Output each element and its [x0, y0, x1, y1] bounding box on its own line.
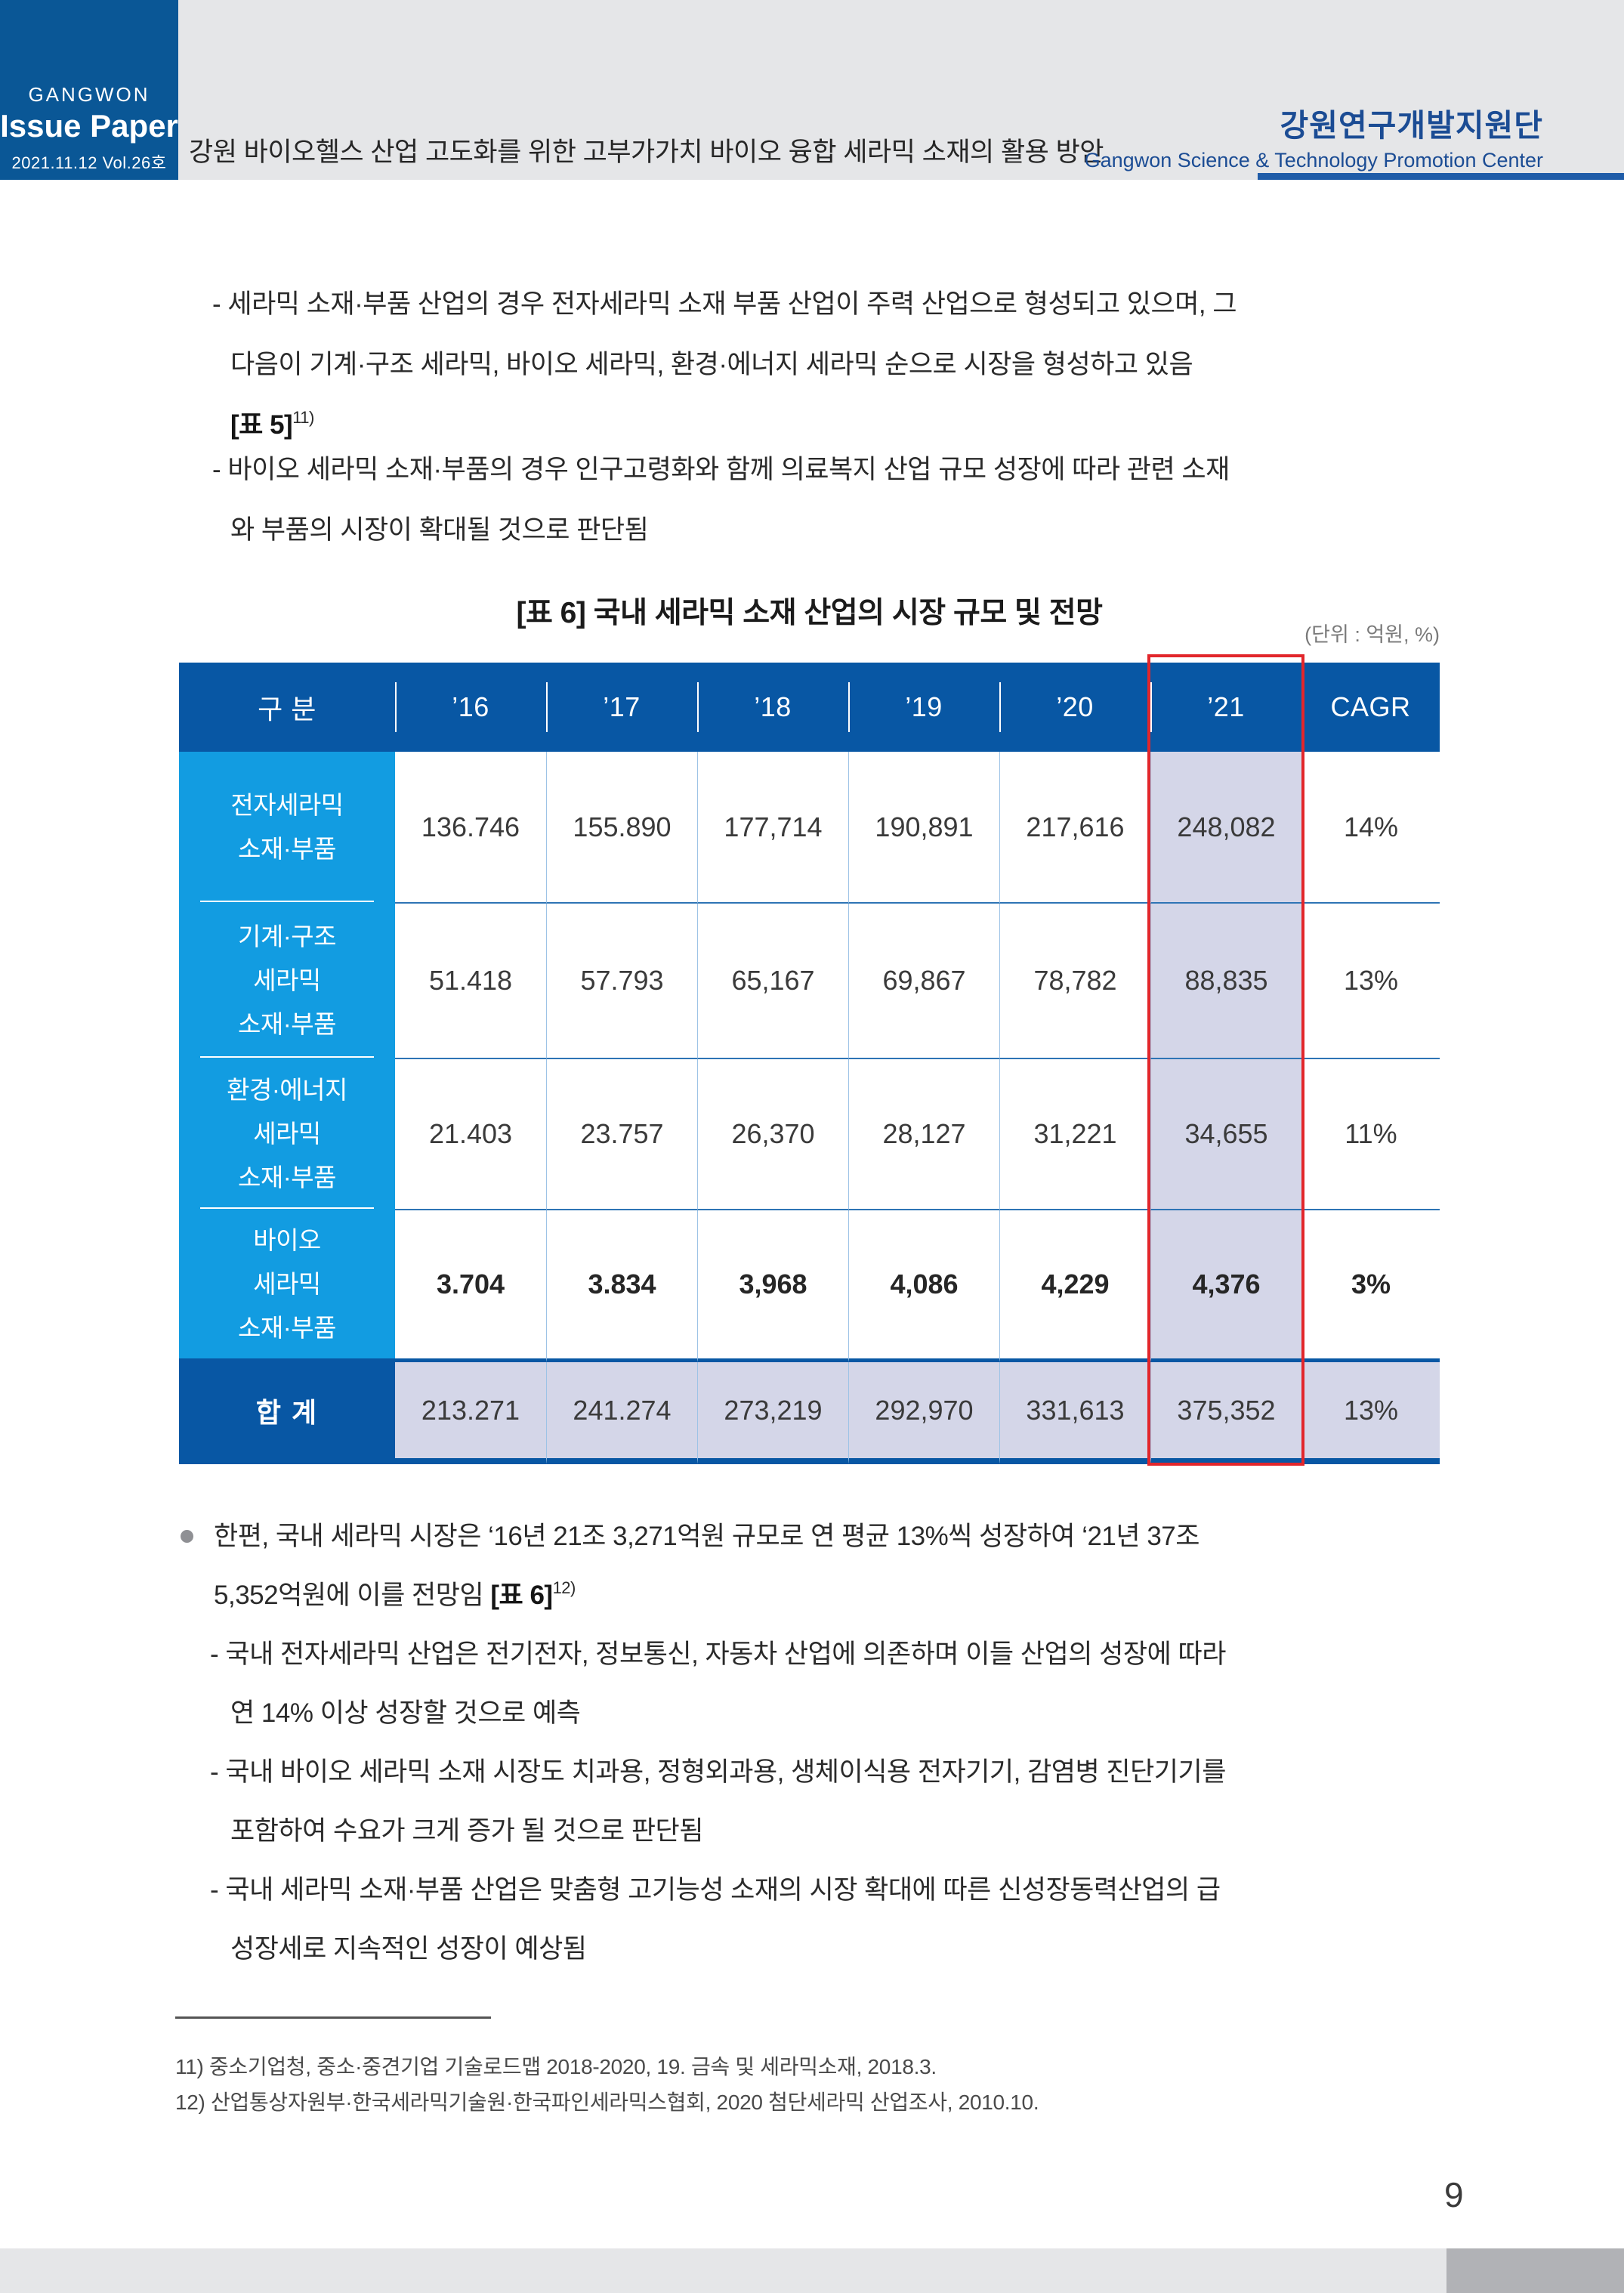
- column-header-20: ’20: [999, 663, 1150, 752]
- cell-cagr: 11%: [1301, 1059, 1440, 1210]
- table-header-row: 구 분 ’16 ’17 ’18 ’19 ’20 ’21 CAGR: [179, 663, 1440, 752]
- cell-value: 3.834: [546, 1210, 697, 1362]
- row-label: 기계·구조 세라믹 소재·부품: [179, 904, 395, 1059]
- table-row-machine-structural-ceramics: 기계·구조 세라믹 소재·부품 51.418 57.793 65,167 69,…: [179, 904, 1440, 1059]
- column-header-category: 구 분: [179, 663, 395, 752]
- cell-value: 217,616: [999, 752, 1150, 904]
- row-label: 바이오 세라믹 소재·부품: [179, 1210, 395, 1362]
- cell-value: 23.757: [546, 1059, 697, 1210]
- footer-strip: [0, 2248, 1624, 2293]
- page-number: 9: [1444, 2175, 1464, 2214]
- document-title: 강원 바이오헬스 산업 고도화를 위한 고부가가치 바이오 융합 세라믹 소재의…: [189, 138, 1104, 167]
- cell-value: 3,968: [697, 1210, 848, 1362]
- footnote-marker-11: 11): [292, 408, 314, 427]
- sub-bullet-2: - 국내 바이오 세라믹 소재 시장도 치과용, 정형외과용, 생체이식용 전자…: [210, 1743, 1439, 1861]
- cell-value: 69,867: [848, 904, 999, 1059]
- bullet-paragraph-2: - 바이오 세라믹 소재·부품의 경우 인구고령화와 함께 의료복지 산업 규모…: [212, 440, 1439, 561]
- cell-value-highlighted: 4,376: [1150, 1210, 1301, 1362]
- bullet-icon: [181, 1530, 193, 1543]
- cell-total-value: 241.274: [546, 1362, 697, 1464]
- cell-value: 21.403: [395, 1059, 546, 1210]
- table-row-environment-energy-ceramics: 환경·에너지 세라믹 소재·부품 21.403 23.757 26,370 28…: [179, 1059, 1440, 1210]
- cell-value: 51.418: [395, 904, 546, 1059]
- table-row-bio-ceramics: 바이오 세라믹 소재·부품 3.704 3.834 3,968 4,086 4,…: [179, 1210, 1440, 1362]
- page-header: GANGWON Issue Paper 2021.11.12 Vol.26호 강…: [0, 0, 1624, 180]
- cell-value: 190,891: [848, 752, 999, 904]
- footer-strip-accent: [1446, 2248, 1624, 2293]
- cell-value: 65,167: [697, 904, 848, 1059]
- cell-total-value-highlighted: 375,352: [1150, 1362, 1301, 1464]
- cell-value: 78,782: [999, 904, 1150, 1059]
- paragraph-line: 한편, 국내 세라믹 시장은 ‘16년 21조 3,271억원 규모로 연 평균…: [214, 1522, 1199, 1551]
- paragraph-lines: - 세라믹 소재·부품 산업의 경우 전자세라믹 소재 부품 산업이 주력 산업…: [212, 289, 1237, 379]
- cell-value-highlighted: 88,835: [1150, 904, 1301, 1059]
- gangwon-issue-paper-logo: GANGWON Issue Paper 2021.11.12 Vol.26호: [0, 0, 178, 180]
- footnote-divider: [175, 2016, 491, 2019]
- table-row-electronic-ceramics: 전자세라믹 소재·부품 136.746 155.890 177,714 190,…: [179, 752, 1440, 904]
- header-accent-bar: [1258, 173, 1624, 180]
- organization-name-korean: 강원연구개발지원단: [1280, 108, 1543, 143]
- total-row-label: 합 계: [179, 1362, 395, 1464]
- paragraph-line: 5,352억원에 이를 전망임 [표 6]12): [214, 1566, 1422, 1628]
- column-header-cagr: CAGR: [1301, 663, 1440, 752]
- paragraph-lines: - 국내 바이오 세라믹 소재 시장도 치과용, 정형외과용, 생체이식용 전자…: [210, 1757, 1226, 1846]
- footnote-marker-12: 12): [552, 1578, 576, 1597]
- cell-cagr: 13%: [1301, 904, 1440, 1059]
- cell-value: 31,221: [999, 1059, 1150, 1210]
- paragraph-text: 5,352억원에 이를 전망임: [214, 1581, 491, 1610]
- table-row-total: 합 계 213.271 241.274 273,219 292,970 331,…: [179, 1362, 1440, 1464]
- table-unit-note: (단위 : 억원, %): [1304, 623, 1440, 646]
- cell-total-value: 292,970: [848, 1362, 999, 1464]
- sub-bullet-3: - 국내 세라믹 소재·부품 산업은 맞춤형 고기능성 소재의 시장 확대에 따…: [210, 1861, 1439, 1979]
- column-header-21: ’21: [1150, 663, 1301, 752]
- cell-cagr: 14%: [1301, 752, 1440, 904]
- cell-value: 57.793: [546, 904, 697, 1059]
- logo-title: Issue Paper: [0, 108, 178, 144]
- cell-value: 177,714: [697, 752, 848, 904]
- logo-issue-meta: 2021.11.12 Vol.26호: [11, 153, 167, 172]
- logo-brand: GANGWON: [28, 83, 150, 106]
- cell-value: 28,127: [848, 1059, 999, 1210]
- bullet-paragraph-1: - 세라믹 소재·부품 산업의 경우 전자세라믹 소재 부품 산업이 주력 산업…: [212, 274, 1439, 459]
- cell-value: 3.704: [395, 1210, 546, 1362]
- cell-total-value: 331,613: [999, 1362, 1150, 1464]
- column-header-17: ’17: [546, 663, 697, 752]
- cell-value: 136.746: [395, 752, 546, 904]
- cell-cagr: 3%: [1301, 1210, 1440, 1362]
- footnotes: 11) 중소기업청, 중소·중견기업 기술로드맵 2018-2020, 19. …: [175, 2055, 1039, 2114]
- paragraph-lines: - 국내 세라믹 소재·부품 산업은 맞춤형 고기능성 소재의 시장 확대에 따…: [210, 1875, 1221, 1964]
- column-header-19: ’19: [848, 663, 999, 752]
- row-label: 전자세라믹 소재·부품: [179, 752, 395, 904]
- table-reference-line: [표 5]11): [230, 395, 1439, 459]
- cell-total-cagr: 13%: [1301, 1362, 1440, 1464]
- row-label: 환경·에너지 세라믹 소재·부품: [179, 1059, 395, 1210]
- table6-reference: [표 6]: [490, 1581, 553, 1610]
- column-header-18: ’18: [697, 663, 848, 752]
- cell-value: 155.890: [546, 752, 697, 904]
- paragraph-lines: - 국내 전자세라믹 산업은 전기전자, 정보통신, 자동차 산업에 의존하며 …: [210, 1639, 1226, 1728]
- cell-total-value: 213.271: [395, 1362, 546, 1464]
- organization-block: 강원연구개발지원단 Gangwon Science & Technology P…: [1085, 100, 1543, 172]
- summary-paragraph: 한편, 국내 세라믹 시장은 ‘16년 21조 3,271억원 규모로 연 평균…: [181, 1507, 1422, 1628]
- table-caption: [표 6] 국내 세라믹 소재 산업의 시장 규모 및 전망: [516, 597, 1103, 629]
- cell-value: 4,086: [848, 1210, 999, 1362]
- organization-name-english: Gangwon Science & Technology Promotion C…: [1084, 149, 1543, 172]
- cell-total-value: 273,219: [697, 1362, 848, 1464]
- cell-value-highlighted: 34,655: [1150, 1059, 1301, 1210]
- cell-value: 4,229: [999, 1210, 1150, 1362]
- paragraph-lines: - 바이오 세라믹 소재·부품의 경우 인구고령화와 함께 의료복지 산업 규모…: [212, 455, 1230, 545]
- sub-bullet-1: - 국내 전자세라믹 산업은 전기전자, 정보통신, 자동차 산업에 의존하며 …: [210, 1625, 1439, 1743]
- column-header-16: ’16: [395, 663, 546, 752]
- cell-value-highlighted: 248,082: [1150, 752, 1301, 904]
- market-size-table: 구 분 ’16 ’17 ’18 ’19 ’20 ’21 CAGR 전자세라믹 소…: [179, 663, 1440, 1464]
- table5-reference: [표 5]: [230, 410, 293, 440]
- cell-value: 26,370: [697, 1059, 848, 1210]
